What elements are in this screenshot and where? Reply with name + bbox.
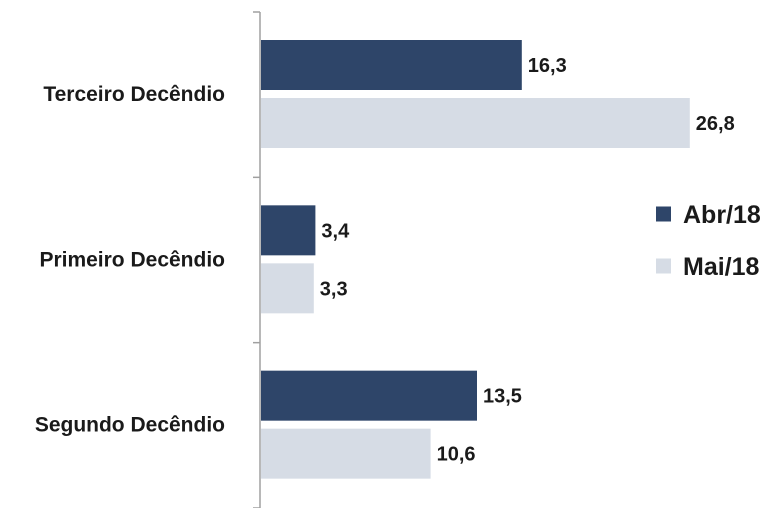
value-labels: 16,3 26,8 3,4 3,3 13,5 10,6	[320, 55, 735, 466]
data-label: 13,5	[483, 386, 522, 408]
legend: Abr/18 Mai/18	[656, 201, 761, 281]
data-label: 3,3	[320, 278, 348, 300]
legend-swatch	[656, 258, 671, 274]
legend-label: Abr/18	[683, 201, 761, 229]
legend-label: Mai/18	[683, 253, 760, 281]
bar-mai18	[261, 263, 314, 314]
bar-abr18	[261, 205, 316, 256]
category-label: Terceiro Decêndio	[43, 83, 225, 106]
bars	[261, 40, 690, 479]
data-label: 26,8	[696, 113, 735, 135]
category-label: Segundo Decêndio	[35, 414, 225, 437]
y-axis	[253, 11, 261, 508]
legend-swatch	[656, 206, 671, 222]
data-label: 16,3	[528, 55, 567, 77]
data-label: 10,6	[437, 444, 476, 466]
category-label: Primeiro Decêndio	[39, 248, 225, 271]
bar-mai18	[261, 98, 690, 148]
category-labels: Terceiro Decêndio Primeiro Decêndio Segund…	[35, 83, 225, 437]
bar-mai18	[261, 428, 431, 479]
bar-abr18	[261, 370, 477, 421]
data-label: 3,4	[321, 220, 350, 242]
bar-abr18	[261, 40, 522, 90]
